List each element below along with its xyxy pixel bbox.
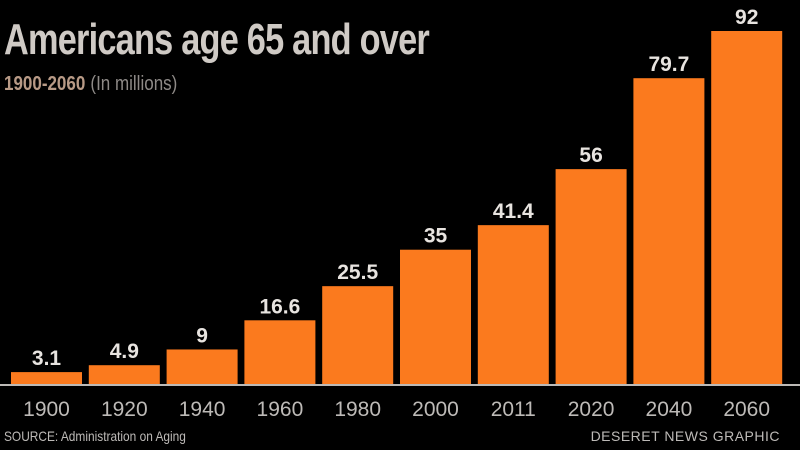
bar [11,372,82,384]
data-label: 41.4 [493,200,534,223]
x-tick-label: 1920 [101,398,148,421]
year-range: 1900-2060 [4,73,86,95]
unit-label: (In millions) [90,73,178,95]
x-tick-label: 2060 [723,398,770,421]
x-tick-label: 2000 [412,398,459,421]
bar [88,365,160,384]
x-tick-label: 1940 [179,398,226,421]
data-label: 3.1 [32,347,62,370]
bar [166,349,238,384]
bar-chart: 3.1 1900 4.9 1920 9 1940 16.6 1960 25.5 1980 35 200… [0,6,800,421]
bar [322,286,394,384]
bar [555,169,627,384]
source-note: SOURCE: Administration on Aging [4,428,186,444]
x-tick-label: 1980 [334,398,381,421]
data-label: 35 [424,225,448,248]
bar [244,320,316,384]
x-tick-label: 2020 [568,398,615,421]
bar [477,225,549,384]
graphic-credit: DESERET NEWS GRAPHIC [590,428,780,444]
bar [400,249,471,384]
data-label: 16.6 [259,295,300,318]
bar [633,78,705,384]
data-label: 4.9 [110,340,139,363]
chart-subtitle: 1900-2060 (In millions) [4,74,177,94]
bar [711,31,783,384]
data-label: 79.7 [648,53,689,76]
data-label: 25.5 [337,261,378,284]
chart-title: Americans age 65 and over [4,15,430,64]
x-tick-label: 2040 [646,398,693,421]
data-label: 56 [579,144,602,167]
x-tick-label: 1900 [23,398,70,421]
x-tick-label: 1960 [257,398,304,421]
x-tick-label: 2011 [491,398,536,421]
data-label: 9 [196,324,208,347]
data-label: 92 [735,6,758,29]
